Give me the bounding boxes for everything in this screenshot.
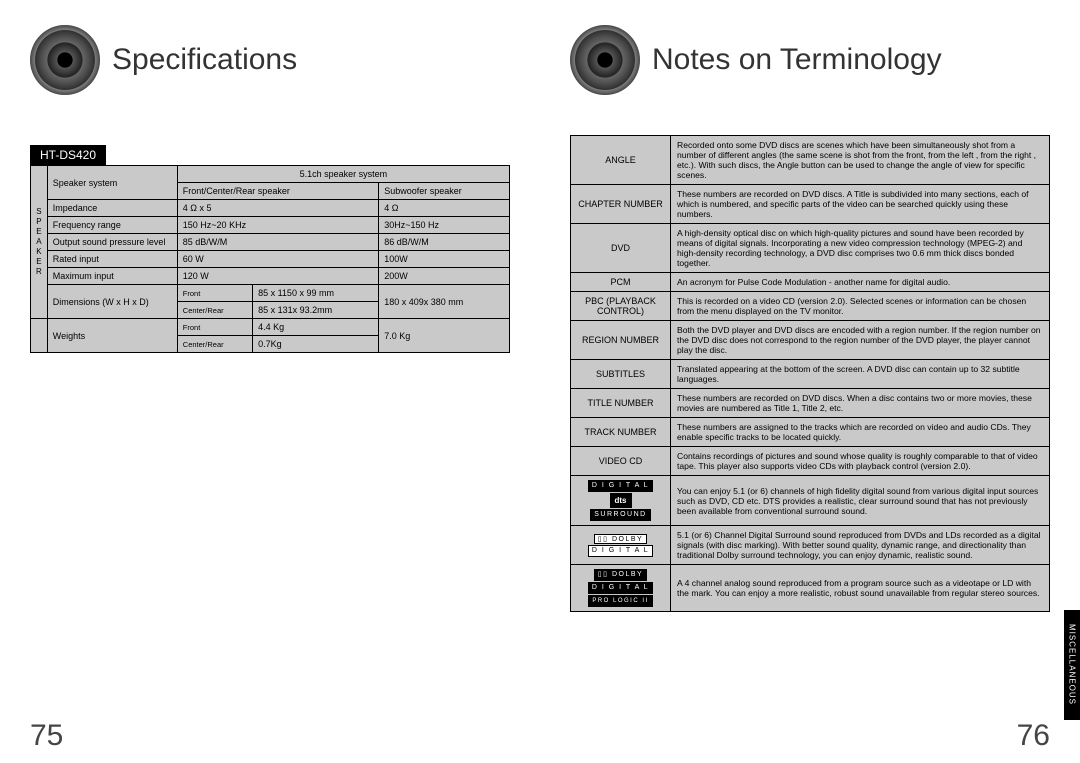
row-label: Maximum input [47,268,177,285]
side-label-speaker: S P E A K E R [31,166,48,319]
sublabel: Center/Rear [177,336,252,353]
row-label: Weights [47,319,177,353]
cell: 100W [379,251,510,268]
page-left: Specifications HT-DS420 S P E A K E R Sp… [0,0,540,763]
term-value: You can enjoy 5.1 (or 6) channels of hig… [671,476,1050,526]
term-value: Translated appearing at the bottom of th… [671,360,1050,389]
term-key: SUBTITLES [571,360,671,389]
spec-section: HT-DS420 S P E A K E R Speaker system 5.… [30,145,510,353]
term-value: This is recorded on a video CD (version … [671,292,1050,321]
term-value: 5.1 (or 6) Channel Digital Surround soun… [671,526,1050,565]
term-key: ANGLE [571,136,671,185]
cell: 4.4 Kg [253,319,379,336]
cell: 85 x 131x 93.2mm [253,302,379,319]
cell-speaker-system: Speaker system [47,166,177,200]
model-badge: HT-DS420 [30,145,106,165]
term-value: An acronym for Pulse Code Modulation - a… [671,273,1050,292]
cell-fcr-header: Front/Center/Rear speaker [177,183,378,200]
term-value: These numbers are assigned to the tracks… [671,418,1050,447]
cell: 86 dB/W/M [379,234,510,251]
cell-sub-header: Subwoofer speaker [379,183,510,200]
term-key: CHAPTER NUMBER [571,185,671,224]
speaker-icon [570,25,640,95]
logo-dts: D I G I T A LdtsSURROUND [571,476,671,526]
terminology-table: ANGLERecorded onto some DVD discs are sc… [570,135,1050,612]
cell: 30Hz~150 Hz [379,217,510,234]
term-key: PBC (PLAYBACK CONTROL) [571,292,671,321]
header-left: Specifications [30,25,510,95]
cell: 60 W [177,251,378,268]
term-key: REGION NUMBER [571,321,671,360]
page-right: Notes on Terminology ANGLERecorded onto … [540,0,1080,763]
page-number-left: 75 [30,719,63,753]
term-value: Recorded onto some DVD discs are scenes … [671,136,1050,185]
cell: 0.7Kg [253,336,379,353]
spec-table: S P E A K E R Speaker system 5.1ch speak… [30,165,510,353]
side-tab-misc: MISCELLANEOUS [1064,610,1080,720]
cell: 200W [379,268,510,285]
row-label: Output sound pressure level [47,234,177,251]
term-key: TRACK NUMBER [571,418,671,447]
header-right: Notes on Terminology [570,25,1050,95]
cell: 85 dB/W/M [177,234,378,251]
row-label: Frequency range [47,217,177,234]
term-key: VIDEO CD [571,447,671,476]
logo-dolby: ▯▯ DOLBYD I G I T A L [571,526,671,565]
term-value: A high-density optical disc on which hig… [671,224,1050,273]
speaker-icon [30,25,100,95]
term-key: TITLE NUMBER [571,389,671,418]
cell: 85 x 1150 x 99 mm [253,285,379,302]
term-value: A 4 channel analog sound reproduced from… [671,565,1050,612]
row-label: Dimensions (W x H x D) [47,285,177,319]
title-specifications: Specifications [112,43,297,77]
cell-system-header: 5.1ch speaker system [177,166,509,183]
cell: 180 x 409x 380 mm [379,285,510,319]
term-value: Contains recordings of pictures and soun… [671,447,1050,476]
row-label: Impedance [47,200,177,217]
logo-prologic: ▯▯ DOLBYD I G I T A LPRO LOGIC II [571,565,671,612]
term-value: These numbers are recorded on DVD discs.… [671,185,1050,224]
term-value: These numbers are recorded on DVD discs.… [671,389,1050,418]
cell: 150 Hz~20 KHz [177,217,378,234]
cell: 7.0 Kg [379,319,510,353]
cell: 4 Ω [379,200,510,217]
sublabel: Front [177,285,252,302]
cell: 4 Ω x 5 [177,200,378,217]
term-key: PCM [571,273,671,292]
page-number-right: 76 [1017,719,1050,753]
cell: 120 W [177,268,378,285]
sublabel: Front [177,319,252,336]
term-key: DVD [571,224,671,273]
sublabel: Center/Rear [177,302,252,319]
title-terminology: Notes on Terminology [652,43,942,77]
term-value: Both the DVD player and DVD discs are en… [671,321,1050,360]
row-label: Rated input [47,251,177,268]
